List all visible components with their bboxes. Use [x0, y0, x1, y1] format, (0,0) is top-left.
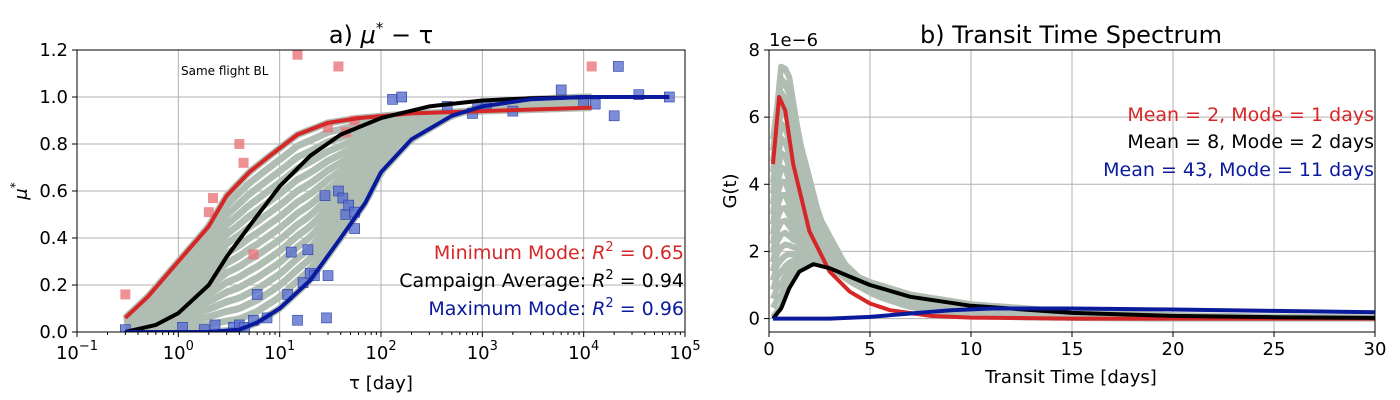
chart-b-xlabel: Transit Time [days] — [984, 367, 1157, 388]
chart-b-ytick-label: 2 — [749, 241, 760, 262]
chart-a-blue-point — [302, 244, 314, 256]
chart-b-series-line-0 — [771, 95, 1375, 321]
chart-a-xtick-label: 103 — [467, 339, 498, 364]
chart-b-series-line-1 — [771, 262, 1375, 320]
chart-a-legend-item: Campaign Average: R2 = 0.94 — [399, 268, 684, 292]
chart-a-ytick-label: 0.0 — [39, 322, 68, 343]
chart-a-legend: Minimum Mode: R2 = 0.65 Campaign Average:… — [399, 240, 684, 320]
chart-b-legend-item: Mean = 8, Mode = 2 days — [1127, 131, 1374, 153]
chart-a-red-point — [323, 122, 334, 133]
chart-b-legend: Mean = 2, Mode = 1 days Mean = 8, Mode = … — [1103, 104, 1374, 181]
chart-a-red-point — [208, 193, 219, 204]
chart-a-blue-point — [396, 91, 407, 103]
chart-a-blue-point — [209, 319, 221, 331]
chart-a-red-point — [120, 289, 131, 300]
chart-b-ytick-label: 0 — [749, 309, 760, 330]
chart-a-ytick-label: 1.0 — [39, 87, 68, 108]
chart-a-points — [120, 50, 675, 332]
chart-b-legend-item: Mean = 2, Mode = 1 days — [1127, 104, 1374, 126]
chart-a-blue-point — [613, 61, 624, 72]
chart-a-red-point — [234, 139, 245, 149]
chart-a-blue-point — [321, 312, 332, 324]
chart-b-ticks: 0 5 10 15 20 25 30 0 2 4 6 8 — [749, 40, 1387, 360]
chart-b-xtick-label: 30 — [1364, 339, 1387, 360]
chart-a: 10−1 100 101 102 103 104 105 0.0 0.2 0.4 0.6 0.8 1.0… — [8, 19, 701, 394]
chart-a-xtick-label: 10−1 — [56, 339, 98, 364]
chart-b-xtick-label: 5 — [864, 339, 875, 360]
chart-b-title: b) Transit Time Spectrum — [920, 21, 1222, 49]
chart-b-series-line-2 — [773, 306, 1375, 321]
chart-a-xtick-label: 101 — [264, 339, 295, 364]
chart-a-ticks: 10−1 100 101 102 103 104 105 0.0 0.2 0.4 0.6 0.8 1.0… — [39, 40, 700, 364]
chart-a-lines — [123, 95, 670, 332]
chart-a-series-line-1 — [124, 95, 592, 332]
chart-a-blue-point — [387, 94, 398, 105]
chart-a-blue-point — [337, 192, 349, 204]
chart-a-blue-point — [633, 89, 645, 100]
chart-a-ytick-label: 0.2 — [39, 275, 68, 296]
chart-a-blue-point — [198, 324, 210, 332]
chart-a-xtick-label: 104 — [568, 339, 599, 364]
chart-a-blue-point — [251, 289, 263, 300]
chart-a-blue-point — [589, 98, 601, 110]
chart-a-red-point — [333, 61, 344, 72]
chart-b-ensemble-curve — [770, 164, 1375, 322]
chart-a-ylabel: μ* — [8, 182, 32, 200]
chart-b-offset-label: 1e−6 — [769, 30, 818, 51]
chart-a-ytick-label: 0.6 — [39, 181, 68, 202]
chart-b-ensemble-curve — [770, 229, 1375, 321]
chart-a-legend-item: Minimum Mode: R2 = 0.65 — [434, 240, 684, 264]
chart-a-blue-point — [177, 321, 188, 332]
chart-a-xtick-label: 100 — [163, 339, 194, 364]
chart-b-lines — [771, 95, 1375, 321]
chart-b-ensemble-curve — [770, 217, 1375, 321]
chart-a-series-line-0 — [123, 105, 592, 320]
chart-a-blue-point — [292, 314, 303, 326]
chart-b-xtick-label: 15 — [1061, 339, 1084, 360]
chart-a-ytick-label: 1.2 — [39, 40, 68, 61]
chart-a-blue-point — [322, 270, 334, 281]
chart-a-blue-point — [319, 190, 331, 201]
chart-b-xtick-label: 25 — [1263, 339, 1286, 360]
chart-a-series-line-2 — [125, 95, 670, 332]
chart-a-xtick-label: 105 — [669, 339, 700, 364]
chart-a-red-point — [586, 61, 597, 72]
chart-b-xtick-label: 10 — [960, 339, 983, 360]
chart-a-blue-point — [343, 199, 354, 211]
chart-b-ylabel: G(t) — [720, 173, 741, 208]
chart-a-blue-point — [340, 209, 352, 220]
chart-a-red-point — [248, 249, 259, 260]
chart-b-legend-item: Mean = 43, Mode = 11 days — [1103, 159, 1374, 181]
chart-b-xtick-label: 0 — [763, 339, 774, 360]
chart-a-red-point — [203, 207, 214, 218]
chart-a-annotation: Same flight BL — [181, 64, 269, 78]
chart-b: 0 5 10 15 20 25 30 0 2 4 6 8 b) Transit Time Spectr… — [720, 21, 1386, 388]
chart-b-xtick-label: 20 — [1162, 339, 1185, 360]
chart-a-title: a) μ* − τ — [329, 19, 433, 49]
chart-b-ytick-label: 6 — [749, 107, 760, 128]
chart-a-red-point — [292, 50, 303, 60]
chart-a-blue-point — [555, 84, 567, 96]
chart-a-blue-point — [608, 110, 620, 122]
chart-a-ytick-label: 0.8 — [39, 134, 68, 155]
chart-a-ytick-label: 0.4 — [39, 228, 68, 249]
chart-a-xtick-label: 102 — [365, 339, 396, 364]
chart-b-ytick-label: 8 — [749, 40, 760, 61]
chart-b-ytick-label: 4 — [749, 174, 760, 195]
chart-a-legend-item: Maximum Mode: R2 = 0.96 — [428, 296, 684, 320]
chart-a-xlabel: τ [day] — [349, 373, 413, 394]
chart-a-blue-point — [285, 246, 297, 258]
chart-a-red-point — [238, 157, 249, 168]
